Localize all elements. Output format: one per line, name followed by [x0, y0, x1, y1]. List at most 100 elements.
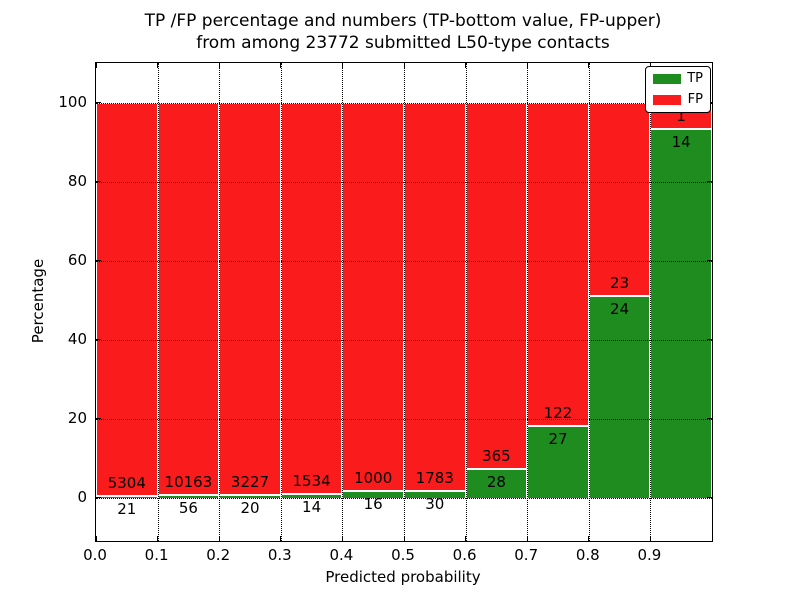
- bar-segment-fp-0.6-0.7: [465, 102, 528, 470]
- bar-segment-fp-0.2-0.3: [219, 102, 281, 496]
- x-tick-top-0.3: [280, 63, 282, 68]
- y-tick-right-0: [707, 497, 712, 499]
- y-tick-label-80: 80: [67, 171, 87, 190]
- legend-label-fp: FP: [687, 92, 703, 107]
- legend: TP FP: [645, 66, 711, 113]
- x-tick-top-0.9: [649, 63, 651, 68]
- x-tick-bottom-0.6: [465, 536, 467, 541]
- x-tick-bottom-0.4: [341, 536, 343, 541]
- bar-segment-fp-0.4-0.5: [342, 102, 404, 492]
- bar-segment-fp-0.1-0.2: [157, 102, 220, 496]
- legend-swatch-fp-icon: [653, 95, 681, 105]
- y-tick-label-100: 100: [58, 92, 87, 111]
- x-tick-bottom-0.9: [649, 536, 651, 541]
- x-tick-bottom-0.7: [526, 536, 528, 541]
- x-tick-label-0.0: 0.0: [83, 546, 107, 564]
- bar-segment-tp-0.7-0.8: [527, 425, 589, 498]
- x-tick-bottom-0.0: [95, 536, 97, 541]
- x-tick-bottom-0.3: [280, 536, 282, 541]
- y-tick-right-80: [707, 181, 712, 182]
- plot-area: 5304 21 10163 56 3227 20 1534 14 1000 16 1783 30 365…: [95, 62, 713, 542]
- y-tick-label-40: 40: [67, 329, 87, 348]
- tp-count-label-0.0-0.1: 21: [117, 499, 137, 518]
- x-tick-label-0.4: 0.4: [329, 546, 354, 564]
- gridline-v-0.7: [527, 63, 529, 541]
- legend-item-tp: TP: [653, 72, 703, 86]
- tp-count-label-0.5-0.6: 30: [425, 495, 445, 513]
- x-tick-top-0.5: [403, 63, 405, 68]
- x-tick-top-0.6: [465, 63, 467, 68]
- fp-count-label-0.7-0.8: 122: [543, 403, 573, 422]
- gridline-v-0.6: [465, 63, 467, 541]
- gridline-v-0.3: [280, 63, 282, 541]
- bar-segment-fp-0.7-0.8: [527, 102, 589, 426]
- fp-count-label-0.6-0.7: 365: [482, 447, 511, 466]
- tp-count-label-0.7-0.8: 27: [548, 429, 568, 448]
- bar-segment-tp-0.0-0.1: [96, 495, 158, 498]
- y-tick-label-60: 60: [67, 250, 87, 269]
- bar-segment-tp-0.8-0.9: [588, 295, 651, 498]
- x-tick-label-0.9: 0.9: [637, 546, 662, 564]
- y-tick-label-20: 20: [67, 408, 87, 427]
- x-axis-label: Predicted probability: [325, 568, 481, 586]
- x-tick-top-0.0: [95, 63, 97, 68]
- legend-label-tp: TP: [687, 71, 703, 86]
- fp-count-label-0.2-0.3: 3227: [230, 473, 270, 492]
- tp-count-label-0.2-0.3: 20: [240, 499, 260, 518]
- fp-count-label-0.0-0.1: 5304: [107, 473, 146, 492]
- x-tick-bottom-0.1: [157, 536, 159, 541]
- bar-segment-fp-0.8-0.9: [588, 102, 651, 296]
- bar-segment-fp-0.3-0.4: [280, 102, 343, 494]
- chart-title-line2: from among 23772 submitted L50-type cont…: [196, 33, 610, 53]
- y-tick-left-100: [96, 102, 101, 103]
- gridline-v-0.5: [404, 63, 405, 541]
- gridline-v-0.8: [588, 63, 590, 541]
- tp-count-label-0.9-1.0: 14: [671, 132, 691, 151]
- fp-count-label-0.9-1.0: 1: [676, 106, 686, 125]
- y-tick-left-80: [96, 181, 101, 182]
- y-tick-label-0: 0: [77, 487, 87, 506]
- fp-count-label-0.3-0.4: 1534: [292, 471, 331, 490]
- x-tick-top-0.4: [341, 63, 343, 68]
- x-tick-top-0.7: [526, 63, 528, 68]
- x-tick-label-0.8: 0.8: [575, 546, 600, 564]
- y-tick-left-0: [96, 497, 101, 499]
- x-tick-bottom-0.8: [588, 536, 590, 541]
- fp-count-label-0.4-0.5: 1000: [354, 469, 393, 488]
- y-tick-left-20: [96, 418, 101, 420]
- legend-item-fp: FP: [653, 93, 703, 107]
- legend-swatch-tp-icon: [653, 74, 681, 84]
- gridline-v-0.9: [650, 63, 652, 541]
- y-tick-left-60: [96, 260, 101, 262]
- gridline-v-0.1: [157, 63, 159, 541]
- x-tick-label-0.7: 0.7: [514, 546, 539, 564]
- tp-count-label-0.8-0.9: 24: [610, 299, 630, 318]
- tp-count-label-0.4-0.5: 16: [363, 495, 383, 514]
- gridline-v-0.2: [219, 63, 221, 541]
- x-tick-label-0.6: 0.6: [452, 546, 477, 564]
- chart-title: TP /FP percentage and numbers (TP-bottom…: [95, 10, 711, 54]
- bar-segment-tp-0.6-0.7: [465, 469, 528, 498]
- bar-segment-fp-0.5-0.6: [404, 102, 466, 491]
- x-tick-label-0.1: 0.1: [144, 546, 169, 564]
- bar-segment-fp-0.0-0.1: [96, 102, 158, 496]
- x-tick-label-0.5: 0.5: [391, 546, 415, 564]
- x-tick-top-0.8: [588, 63, 590, 68]
- x-tick-label-0.3: 0.3: [267, 546, 292, 564]
- fp-count-label-0.8-0.9: 23: [610, 273, 630, 292]
- y-tick-left-40: [96, 339, 101, 341]
- fp-count-label-0.1-0.2: 10163: [164, 473, 213, 492]
- tp-count-label-0.6-0.7: 28: [486, 473, 506, 492]
- chart-title-line1: TP /FP percentage and numbers (TP-bottom…: [144, 11, 662, 31]
- tp-count-label-0.1-0.2: 56: [178, 499, 198, 518]
- y-tick-right-40: [707, 339, 712, 341]
- bar-segment-tp-0.9-1.0: [650, 128, 712, 498]
- y-tick-right-20: [707, 418, 712, 420]
- x-tick-bottom-0.5: [403, 536, 405, 541]
- fp-count-label-0.5-0.6: 1783: [415, 469, 454, 487]
- y-tick-right-60: [707, 260, 712, 262]
- x-tick-top-0.2: [218, 63, 220, 68]
- x-tick-bottom-0.2: [218, 536, 220, 541]
- x-tick-top-0.1: [157, 63, 159, 68]
